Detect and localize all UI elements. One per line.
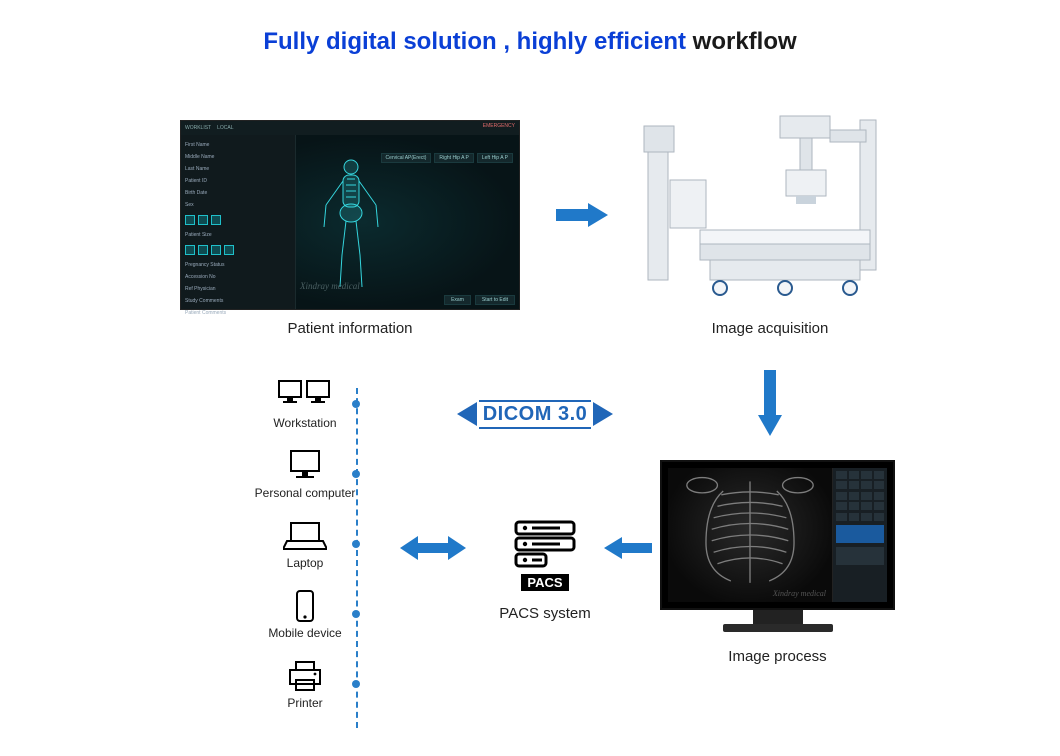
pacs-block: PACS <box>490 520 600 592</box>
pi-field: Middle Name <box>185 151 291 163</box>
arrow-down-icon <box>755 370 785 440</box>
monitor-side-panel <box>832 468 887 602</box>
device-laptop: Laptop <box>225 518 385 588</box>
device-printer: Printer <box>225 658 385 728</box>
title-highlight: Fully digital solution , highly efficien… <box>263 28 686 55</box>
image-process-caption: Image process <box>660 648 895 665</box>
pi-proto-btn: Left Hip A P <box>477 153 513 163</box>
title-rest: workflow <box>686 28 797 55</box>
monitor-action-btn <box>836 525 884 543</box>
pi-sex-controls <box>185 213 291 227</box>
pi-field: Accession No <box>185 271 291 283</box>
arrow-bidirectional-icon <box>398 534 468 562</box>
pi-size-controls <box>185 243 291 257</box>
pi-footer: Exam Start to Edit <box>296 293 519 307</box>
pi-field: Patient ID <box>185 175 291 187</box>
dicom-text: DICOM 3.0 <box>479 400 592 429</box>
xray-machine-svg <box>644 116 876 295</box>
pi-field: Patient Comments <box>185 307 291 319</box>
device-pc: Personal computer <box>225 448 385 518</box>
monitor-action-btn <box>836 547 884 565</box>
monitor-screen: Xindray medical <box>668 468 887 602</box>
pi-field: Ref Physician <box>185 283 291 295</box>
watermark: Xindray medical <box>773 589 826 598</box>
desktop-icon <box>225 448 385 486</box>
device-mobile: Mobile device <box>225 588 385 658</box>
arrow-left-icon <box>455 396 479 432</box>
printer-icon <box>225 658 385 696</box>
arrow-left-icon <box>602 535 652 561</box>
pi-sidebar: First Name Middle Name Last Name Patient… <box>181 135 296 309</box>
pi-tabs: WORKLIST LOCAL EMERGENCY <box>181 121 519 135</box>
pi-tab: LOCAL <box>217 125 233 131</box>
device-column: Workstation Personal computer Laptop Mob… <box>225 378 385 728</box>
pi-field: Birth Date <box>185 187 291 199</box>
device-label: Mobile device <box>225 626 385 640</box>
server-icon <box>510 520 580 570</box>
laptop-icon <box>225 518 385 556</box>
device-label: Personal computer <box>225 486 385 500</box>
image-process-monitor: Xindray medical <box>660 460 895 640</box>
pi-field: Patient Size <box>185 229 291 241</box>
pi-tab: WORKLIST <box>185 125 211 131</box>
pi-exam-btn: Exam <box>444 295 471 305</box>
device-label: Laptop <box>225 556 385 570</box>
chest-xray-icon <box>668 468 832 602</box>
arrow-right-icon <box>591 396 615 432</box>
device-label: Printer <box>225 696 385 710</box>
pi-field: Last Name <box>185 163 291 175</box>
image-acquisition-caption: Image acquisition <box>640 320 900 337</box>
pi-proto-btn: Cervical AP(Erect) <box>381 153 432 163</box>
monitor-bezel: Xindray medical <box>660 460 895 610</box>
dicom-badge: DICOM 3.0 <box>435 396 635 432</box>
monitor-base <box>723 624 833 632</box>
workstation-icon <box>225 378 385 416</box>
monitor-stand <box>753 610 803 624</box>
pi-startedit-btn: Start to Edit <box>475 295 515 305</box>
xray-image: Xindray medical <box>668 468 832 602</box>
patient-info-screenshot: WORKLIST LOCAL EMERGENCY First Name Midd… <box>180 120 520 310</box>
device-workstation: Workstation <box>225 378 385 448</box>
device-label: Workstation <box>225 416 385 430</box>
arrow-right-icon <box>556 200 611 230</box>
emergency-label: EMERGENCY <box>483 123 515 129</box>
pi-body: Cervical AP(Erect) Right Hip A P Left Hi… <box>296 135 519 309</box>
pacs-label: PACS <box>521 574 568 591</box>
pi-proto-btn: Right Hip A P <box>434 153 473 163</box>
pi-field: First Name <box>185 139 291 151</box>
patient-info-caption: Patient information <box>180 320 520 337</box>
pacs-caption: PACS system <box>460 605 630 622</box>
xray-machine-illustration <box>640 110 900 310</box>
pi-field: Pregnancy Status <box>185 259 291 271</box>
pi-proto-buttons: Cervical AP(Erect) Right Hip A P Left Hi… <box>381 153 513 163</box>
pi-field: Sex <box>185 199 291 211</box>
pi-field: Study Comments <box>185 295 291 307</box>
page-title: Fully digital solution , highly efficien… <box>0 28 1060 56</box>
watermark: Xindray medical <box>300 281 360 291</box>
mobile-icon <box>225 588 385 626</box>
skeleton-icon <box>316 155 386 295</box>
